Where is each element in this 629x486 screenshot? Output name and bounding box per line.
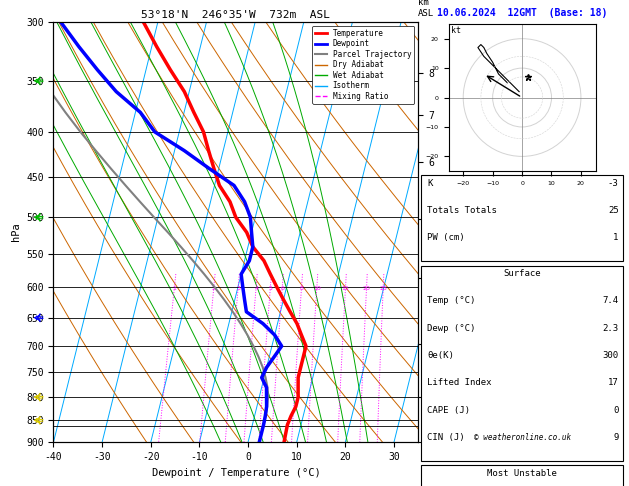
Text: θe(K): θe(K) [428, 351, 454, 360]
Bar [421, 175, 623, 261]
Bar [421, 466, 623, 486]
X-axis label: Dewpoint / Temperature (°C): Dewpoint / Temperature (°C) [152, 468, 320, 478]
Text: kt: kt [452, 26, 462, 35]
Text: 17: 17 [608, 379, 619, 387]
Text: Most Unstable: Most Unstable [487, 469, 557, 478]
Text: 2.3: 2.3 [603, 324, 619, 333]
Y-axis label: hPa: hPa [11, 223, 21, 242]
Text: 25: 25 [379, 286, 387, 291]
Text: 10.06.2024  12GMT  (Base: 18): 10.06.2024 12GMT (Base: 18) [437, 8, 607, 17]
Text: K: K [428, 179, 433, 188]
Text: 2: 2 [212, 286, 216, 291]
Text: 10: 10 [313, 286, 321, 291]
Text: 9: 9 [613, 433, 619, 442]
Title: 53°18'N  246°35'W  732m  ASL: 53°18'N 246°35'W 732m ASL [142, 10, 330, 20]
Text: 5: 5 [269, 286, 272, 291]
Text: 8: 8 [299, 286, 304, 291]
Text: 25: 25 [608, 206, 619, 215]
Text: 3: 3 [237, 286, 240, 291]
Text: 7.4: 7.4 [603, 296, 619, 305]
Text: 15: 15 [342, 286, 350, 291]
Text: PW (cm): PW (cm) [428, 233, 465, 243]
Text: 20: 20 [363, 286, 370, 291]
Text: 4: 4 [254, 286, 259, 291]
Text: Temp (°C): Temp (°C) [428, 296, 476, 305]
Text: 1: 1 [172, 286, 177, 291]
Text: 0: 0 [613, 406, 619, 415]
Text: LCL: LCL [422, 421, 438, 430]
Text: Lifted Index: Lifted Index [428, 379, 492, 387]
Text: 6: 6 [281, 286, 284, 291]
Text: km
ASL: km ASL [418, 0, 435, 17]
Text: 300: 300 [603, 351, 619, 360]
Text: Dewp (°C): Dewp (°C) [428, 324, 476, 333]
Text: -3: -3 [608, 179, 619, 188]
Text: CIN (J): CIN (J) [428, 433, 465, 442]
Text: 1: 1 [613, 233, 619, 243]
Bar [421, 266, 623, 461]
Text: Surface: Surface [503, 269, 541, 278]
Text: Totals Totals: Totals Totals [428, 206, 498, 215]
Text: CAPE (J): CAPE (J) [428, 406, 470, 415]
Text: © weatheronline.co.uk: © weatheronline.co.uk [474, 433, 571, 442]
Legend: Temperature, Dewpoint, Parcel Trajectory, Dry Adiabat, Wet Adiabat, Isotherm, Mi: Temperature, Dewpoint, Parcel Trajectory… [312, 26, 415, 104]
